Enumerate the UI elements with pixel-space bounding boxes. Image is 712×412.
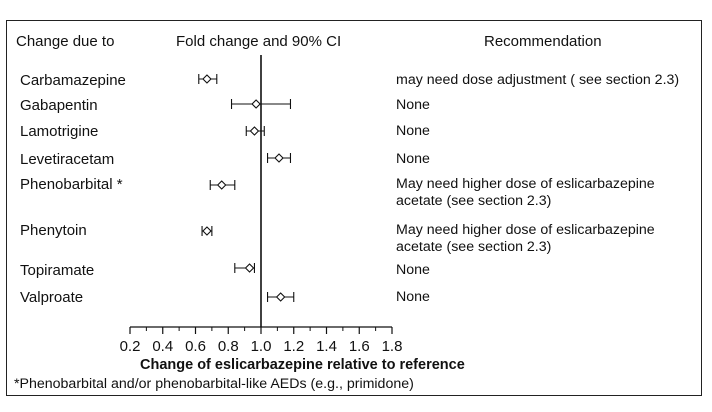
x-tick-label: 0.6 <box>185 338 206 355</box>
drug-label: Phenobarbital * <box>20 176 123 193</box>
drug-label: Gabapentin <box>20 97 98 114</box>
point-estimate <box>274 153 284 163</box>
drug-label: Phenytoin <box>20 222 87 239</box>
recommendation-text: None <box>396 289 430 305</box>
x-tick-label: 1.8 <box>382 338 403 355</box>
x-tick-label: 1.0 <box>251 338 272 355</box>
x-tick-label: 0.2 <box>120 338 141 355</box>
point-estimate <box>275 292 286 302</box>
footnote: *Phenobarbital and/or phenobarbital-like… <box>14 376 414 392</box>
header-change-due-to: Change due to <box>16 33 115 50</box>
point-estimate <box>251 99 261 109</box>
point-estimate <box>244 263 255 273</box>
header-fold-change: Fold change and 90% CI <box>176 33 342 50</box>
recommendation-text: May need higher dose of eslicarbazepine … <box>396 222 655 255</box>
recommendation-text: May need higher dose of eslicarbazepine … <box>396 176 655 209</box>
point-estimate <box>202 226 212 236</box>
chart-frame <box>6 20 702 396</box>
x-tick-label: 1.4 <box>316 338 337 355</box>
x-tick-label: 1.6 <box>349 338 370 355</box>
point-estimate <box>202 74 212 84</box>
recommendation-text: None <box>396 123 430 139</box>
x-tick-label: 0.8 <box>218 338 239 355</box>
header-recommendation: Recommendation <box>484 33 602 50</box>
point-estimate <box>216 180 227 190</box>
drug-label: Topiramate <box>20 262 95 279</box>
recommendation-text: None <box>396 151 430 167</box>
recommendation-text: None <box>396 97 430 113</box>
recommendation-text: may need dose adjustment ( see section 2… <box>396 72 680 88</box>
x-axis-label: Change of eslicarbazepine relative to re… <box>140 357 465 373</box>
drug-label: Valproate <box>20 289 84 306</box>
x-tick-label: 0.4 <box>152 338 173 355</box>
drug-label: Carbamazepine <box>20 72 126 89</box>
recommendation-text: None <box>396 262 430 278</box>
x-tick-label: 1.2 <box>283 338 304 355</box>
drug-label: Lamotrigine <box>20 123 99 140</box>
point-estimate <box>249 126 260 136</box>
drug-label: Levetiracetam <box>20 151 115 168</box>
